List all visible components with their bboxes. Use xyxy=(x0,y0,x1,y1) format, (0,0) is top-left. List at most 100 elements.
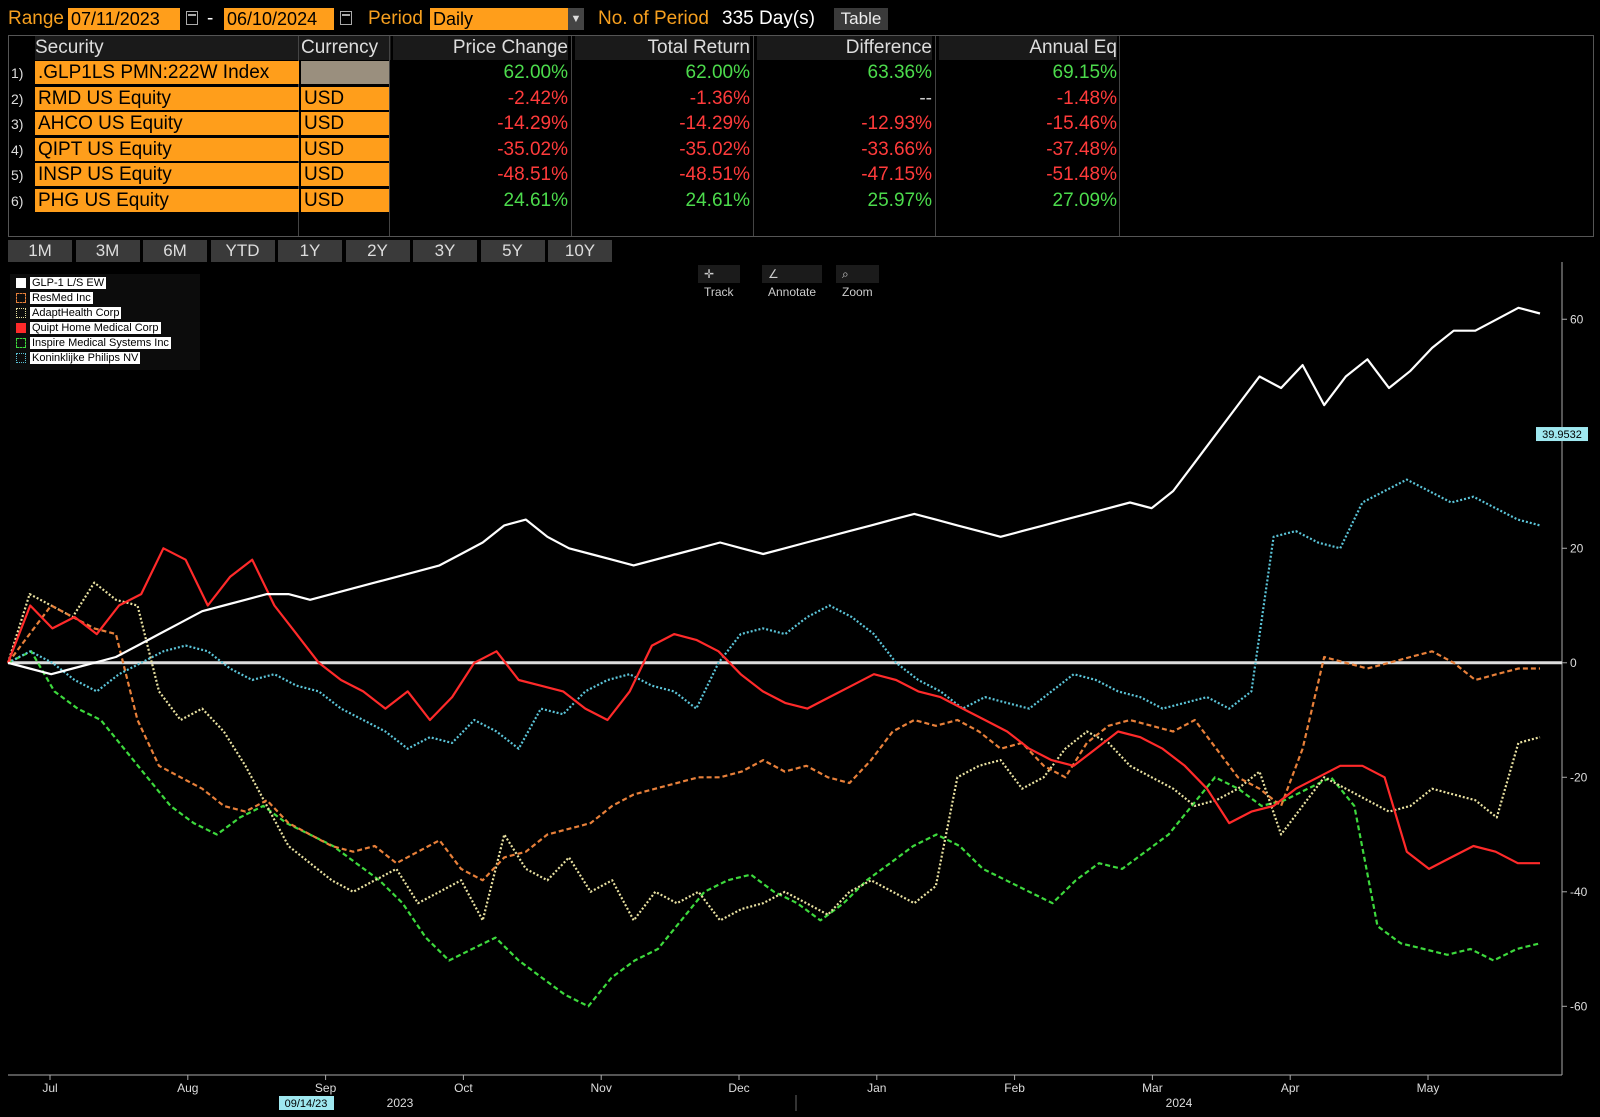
price-change-cell: -48.51% xyxy=(497,164,568,185)
security-cell[interactable]: QIPT US Equity xyxy=(35,137,299,161)
period-button-3y[interactable]: 3Y xyxy=(413,240,477,262)
magnifier-icon: ⌕ xyxy=(842,267,849,281)
legend-label: Quipt Home Medical Corp xyxy=(30,322,161,334)
range-dash: - xyxy=(207,8,214,29)
calendar-icon[interactable] xyxy=(340,11,352,25)
currency-cell[interactable]: USD xyxy=(301,137,389,161)
period-button-1m[interactable]: 1M xyxy=(8,240,72,262)
legend-swatch xyxy=(16,308,26,319)
price-change-cell: -2.42% xyxy=(507,87,568,109)
series-line xyxy=(7,650,1541,1008)
row-number: 5) xyxy=(11,167,24,183)
x-tick-label: Jan xyxy=(867,1081,886,1095)
legend-swatch xyxy=(16,323,26,334)
period-button-6m[interactable]: 6M xyxy=(143,240,207,262)
annual-eq-cell: -51.48% xyxy=(1046,164,1117,185)
year-label: 2023 xyxy=(387,1096,414,1110)
legend-swatch xyxy=(16,293,26,304)
num-period-value: 335 Day(s) xyxy=(722,8,815,29)
annotate-button[interactable]: ∠ Annotate xyxy=(762,265,823,299)
x-tick-label: Feb xyxy=(1004,1081,1025,1095)
x-tick-label: Mar xyxy=(1142,1081,1163,1095)
series-line xyxy=(7,306,1541,676)
difference-cell: -47.15% xyxy=(861,164,932,185)
total-return-cell: 62.00% xyxy=(685,62,750,83)
y-tick-label: -20 xyxy=(1570,770,1588,784)
zoom-button[interactable]: ⌕ Zoom xyxy=(836,265,879,299)
security-cell[interactable]: RMD US Equity xyxy=(35,86,299,110)
difference-cell: -12.93% xyxy=(861,113,932,134)
legend-item[interactable]: AdaptHealth Corp xyxy=(16,306,122,320)
chart-legend: GLP-1 L/S EW ResMed Inc AdaptHealth Corp Qu… xyxy=(10,274,200,370)
col-security[interactable]: Security xyxy=(35,36,305,60)
pencil-icon: ∠ xyxy=(768,267,779,281)
start-date-field[interactable]: 07/11/2023 xyxy=(68,8,180,30)
y-tick-label: 0 xyxy=(1570,656,1577,670)
security-cell[interactable]: .GLP1LS PMN:222W Index xyxy=(35,61,299,84)
range-label: Range xyxy=(8,8,64,29)
currency-cell[interactable]: USD xyxy=(301,112,389,135)
col-difference[interactable]: Difference xyxy=(757,36,932,60)
difference-cell: -- xyxy=(919,87,932,109)
series-line xyxy=(7,478,1541,750)
legend-label: AdaptHealth Corp xyxy=(30,307,122,319)
row-number: 6) xyxy=(11,192,24,209)
end-date-field[interactable]: 06/10/2024 xyxy=(224,8,334,30)
x-tick-label: Aug xyxy=(177,1081,198,1095)
legend-label: Koninklijke Philips NV xyxy=(30,352,141,364)
row-number: 3) xyxy=(11,116,24,132)
difference-cell: -33.66% xyxy=(861,138,932,160)
legend-item[interactable]: ResMed Inc xyxy=(16,291,93,305)
period-label: Period xyxy=(368,8,423,29)
legend-item[interactable]: Koninklijke Philips NV xyxy=(16,351,141,365)
legend-item[interactable]: GLP-1 L/S EW xyxy=(16,276,107,290)
security-cell[interactable]: INSP US Equity xyxy=(35,163,299,186)
last-value-box xyxy=(1536,427,1588,442)
last-value-label: 39.9532 xyxy=(1542,429,1582,441)
period-button-2y[interactable]: 2Y xyxy=(345,240,410,262)
period-button-5y[interactable]: 5Y xyxy=(480,240,545,262)
x-tick-label: Sep xyxy=(315,1081,337,1095)
legend-item[interactable]: Quipt Home Medical Corp xyxy=(16,321,161,335)
x-tick-label: Jul xyxy=(42,1081,57,1095)
period-button-ytd[interactable]: YTD xyxy=(210,240,275,262)
currency-cell[interactable]: USD xyxy=(301,188,389,212)
period-button-10y[interactable]: 10Y xyxy=(548,240,612,262)
legend-swatch xyxy=(16,338,26,349)
chevron-down-icon[interactable]: ▼ xyxy=(568,8,584,30)
legend-label: Inspire Medical Systems Inc xyxy=(30,337,171,349)
col-total-return[interactable]: Total Return xyxy=(575,36,750,60)
annual-eq-cell: -1.48% xyxy=(1056,87,1117,109)
row-number: 4) xyxy=(11,141,24,158)
crosshair-icon: ✛ xyxy=(704,267,715,281)
x-tick-label: Nov xyxy=(591,1081,612,1095)
price-change-cell: 24.61% xyxy=(503,189,568,211)
y-tick-label: 60 xyxy=(1570,312,1584,326)
period-button-1y[interactable]: 1Y xyxy=(278,240,342,262)
track-button[interactable]: ✛ Track xyxy=(698,265,740,299)
x-tick-label: Apr xyxy=(1281,1081,1300,1095)
y-tick-label: 20 xyxy=(1570,541,1584,555)
crosshair-date-box xyxy=(279,1096,334,1110)
security-cell[interactable]: AHCO US Equity xyxy=(35,112,299,135)
y-tick-label: -60 xyxy=(1570,999,1588,1013)
security-cell[interactable]: PHG US Equity xyxy=(35,188,299,212)
period-button-3m[interactable]: 3M xyxy=(75,240,140,262)
table-button[interactable]: Table xyxy=(834,8,888,30)
legend-label: ResMed Inc xyxy=(30,292,93,304)
currency-cell[interactable]: USD xyxy=(301,86,389,110)
col-annual-eq[interactable]: Annual Eq xyxy=(939,36,1117,60)
legend-item[interactable]: Inspire Medical Systems Inc xyxy=(16,336,171,350)
col-price-change[interactable]: Price Change xyxy=(393,36,568,60)
x-tick-label: Oct xyxy=(454,1081,473,1095)
calendar-icon[interactable] xyxy=(186,11,198,25)
col-currency[interactable]: Currency xyxy=(301,36,391,60)
total-return-cell: -48.51% xyxy=(679,164,750,185)
currency-cell[interactable] xyxy=(301,61,389,84)
total-return-cell: -35.02% xyxy=(679,138,750,160)
total-return-cell: 24.61% xyxy=(685,189,750,211)
annual-eq-cell: -37.48% xyxy=(1046,138,1117,160)
period-select[interactable]: Daily xyxy=(430,8,568,30)
currency-cell[interactable]: USD xyxy=(301,163,389,186)
